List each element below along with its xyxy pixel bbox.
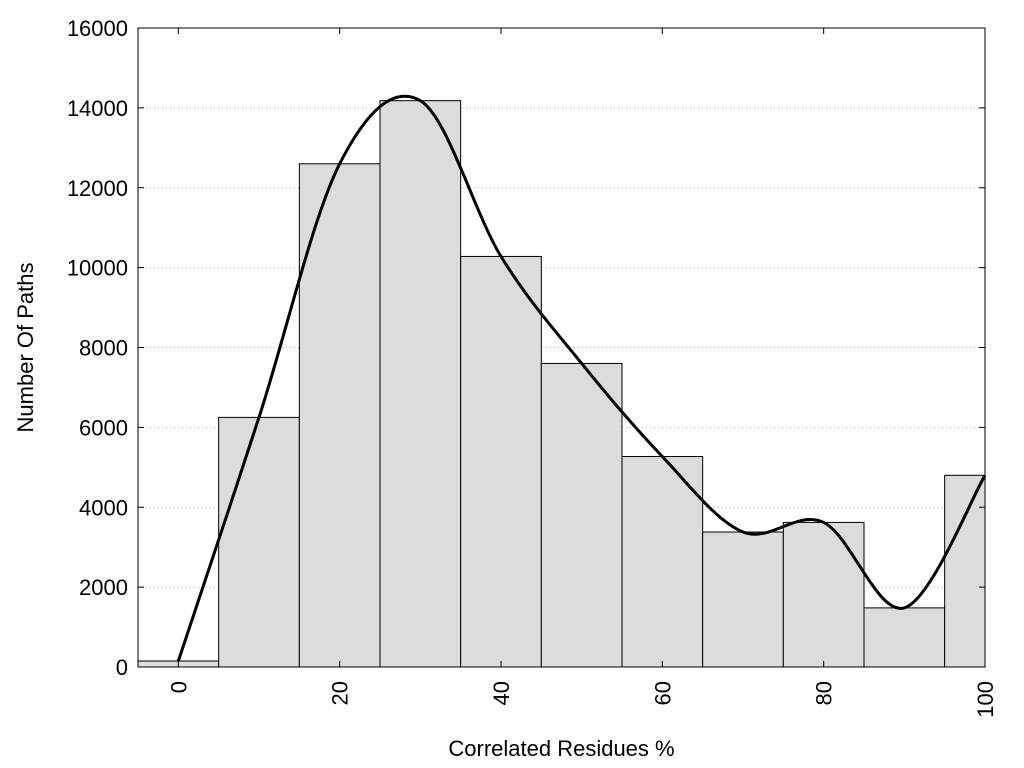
histogram-bar bbox=[460, 255, 542, 668]
x-tick-label: 0 bbox=[166, 681, 191, 693]
histogram-bar bbox=[702, 531, 784, 668]
histogram-bar bbox=[379, 100, 462, 668]
bars bbox=[137, 100, 986, 668]
x-tick-label: 60 bbox=[650, 681, 675, 705]
x-tick-label: 40 bbox=[489, 681, 514, 705]
histogram-bar bbox=[863, 607, 946, 668]
y-tick-label: 4000 bbox=[79, 495, 128, 520]
x-axis-ticks: 0 20 40 60 80 100 bbox=[166, 28, 998, 718]
x-tick-label: 80 bbox=[812, 681, 837, 705]
y-tick-label: 6000 bbox=[79, 415, 128, 440]
y-tick-label: 8000 bbox=[79, 336, 128, 361]
y-tick-label: 12000 bbox=[67, 176, 128, 201]
x-tick-label: 20 bbox=[328, 681, 353, 705]
y-tick-label: 0 bbox=[116, 655, 128, 680]
histogram-bar bbox=[540, 362, 623, 668]
y-axis-ticks: 0 2000 4000 6000 8000 10000 12000 14000 16000 bbox=[67, 16, 985, 680]
x-tick-label: 100 bbox=[973, 681, 998, 718]
histogram-bar bbox=[218, 416, 300, 668]
y-tick-label: 2000 bbox=[79, 575, 128, 600]
y-tick-label: 14000 bbox=[67, 96, 128, 121]
y-tick-label: 16000 bbox=[67, 16, 128, 41]
trend-curve bbox=[176, 94, 987, 662]
y-tick-label: 10000 bbox=[67, 256, 128, 281]
y-axis-label: Number Of Paths bbox=[13, 263, 38, 433]
x-axis-label: Correlated Residues % bbox=[448, 736, 674, 761]
histogram-bar bbox=[944, 474, 986, 668]
histogram-bar bbox=[782, 521, 865, 668]
smooth-curve bbox=[176, 94, 987, 662]
